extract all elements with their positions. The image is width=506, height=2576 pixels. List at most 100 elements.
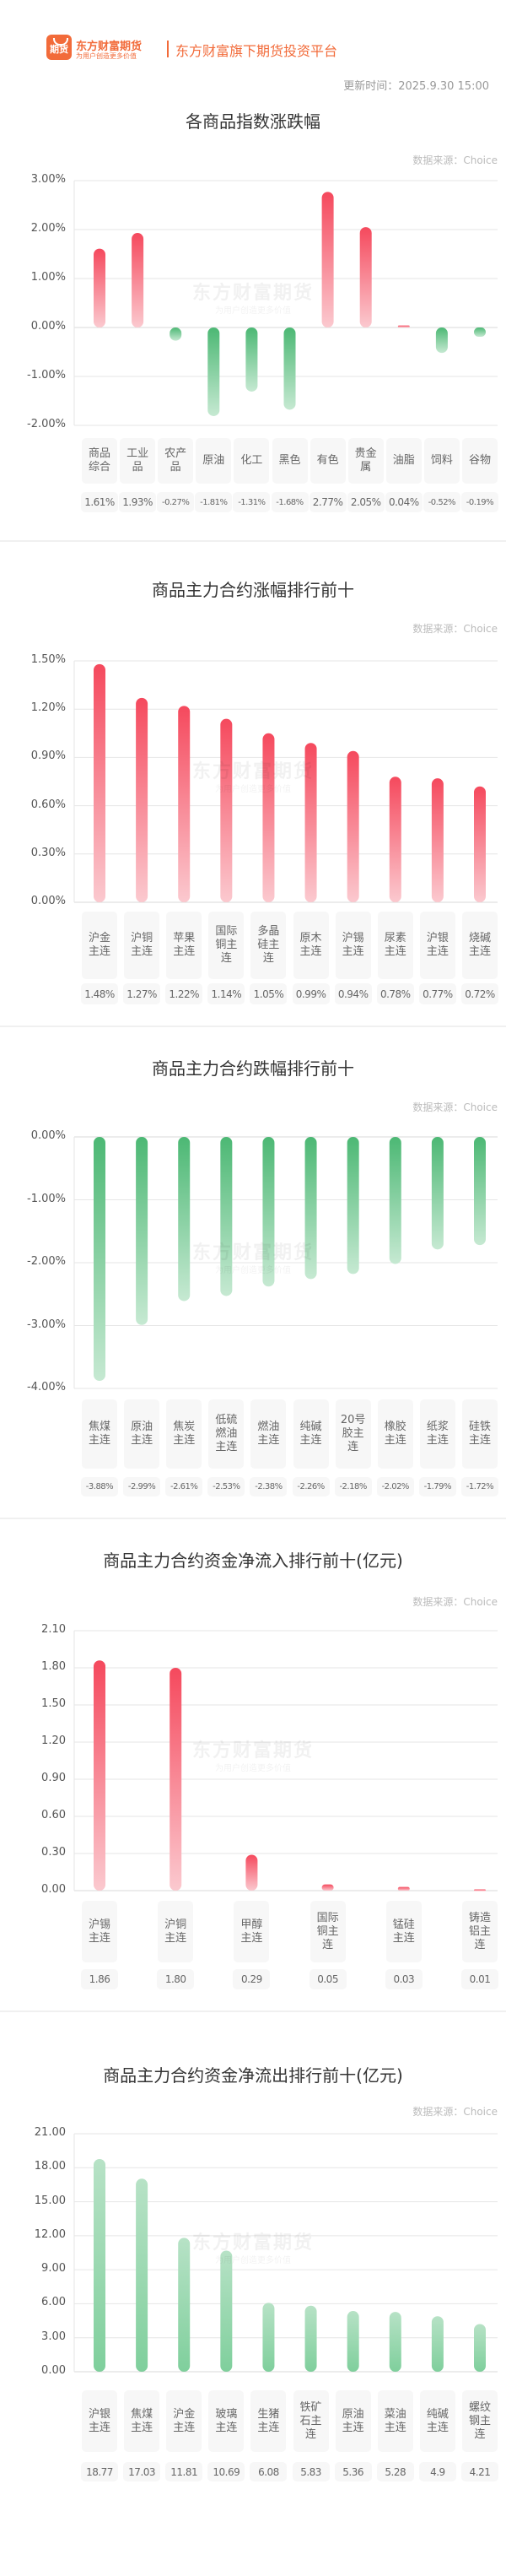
- y-tick-label: 0.90%: [30, 750, 66, 763]
- value-label: 0.03: [385, 1969, 423, 1989]
- bar: [474, 327, 486, 338]
- y-tick-label: 0.60: [41, 1809, 66, 1821]
- value-label: 1.61%: [81, 492, 118, 512]
- y-tick-label: 0.00%: [30, 895, 66, 907]
- bar: [207, 327, 220, 416]
- category-label: 硅铁主连: [462, 1399, 498, 1469]
- bar: [389, 1137, 401, 1264]
- category-label: 黑色: [272, 438, 308, 484]
- value-label: 0.99%: [292, 983, 330, 1004]
- value-label: 1.22%: [165, 983, 203, 1004]
- value-label: -3.88%: [81, 1477, 118, 1496]
- section-divider: [0, 2010, 506, 2012]
- value-label: 4.21: [461, 2462, 498, 2481]
- bar: [321, 1884, 334, 1891]
- bar: [136, 2178, 148, 2372]
- y-tick-label: 12.00: [34, 2227, 66, 2241]
- bar: [389, 2312, 401, 2372]
- y-tick-label: -1.00%: [27, 1192, 66, 1205]
- category-label: 沪金主连: [166, 2390, 202, 2452]
- value-label: 0.05: [309, 1969, 347, 1989]
- category-label: 焦煤主连: [124, 2390, 160, 2452]
- bar: [262, 733, 275, 902]
- y-tick-label: 1.20%: [30, 701, 66, 715]
- bar: [170, 1668, 182, 1891]
- bar: [389, 777, 401, 902]
- y-tick-label: -1.00%: [27, 369, 66, 382]
- y-tick-label: 2.00%: [30, 222, 66, 235]
- category-label: 锰硅主连: [385, 1901, 422, 1962]
- category-label: 菜油主连: [377, 2390, 413, 2452]
- bar: [262, 1137, 275, 1287]
- brand-slogan: 为用户创造更多价值: [76, 52, 137, 60]
- bar: [474, 786, 486, 902]
- value-label: 0.29: [233, 1969, 271, 1989]
- category-label: 原木主连: [293, 912, 329, 979]
- category-label: 纯碱主连: [419, 2390, 455, 2452]
- value-label: 1.80: [157, 1969, 195, 1989]
- value-label: 2.05%: [347, 492, 385, 512]
- bar: [220, 1137, 233, 1296]
- y-tick-label: 1.50: [41, 1697, 66, 1710]
- bar: [359, 227, 372, 327]
- chart-title: 商品主力合约资金净流出排行前十(亿元): [103, 2065, 403, 2086]
- value-label: 2.77%: [309, 492, 347, 512]
- value-label: -2.02%: [376, 1477, 414, 1496]
- category-label: 沪锡主连: [82, 1901, 117, 1962]
- bar: [431, 2316, 444, 2372]
- bar: [347, 1137, 359, 1274]
- category-label: 烧碱主连: [462, 912, 498, 979]
- category-label: 铁矿石主连: [293, 2390, 329, 2452]
- y-tick-label: 0.60%: [30, 798, 66, 811]
- logo-icon: 期货: [46, 35, 72, 60]
- category-label: 原油: [196, 438, 232, 484]
- category-label: 谷物: [462, 438, 498, 484]
- bar: [178, 706, 191, 902]
- value-label: -0.52%: [423, 492, 460, 512]
- category-label: 玻璃主连: [208, 2390, 245, 2452]
- category-label: 焦炭主连: [166, 1399, 202, 1469]
- category-label: 纯碱主连: [293, 1399, 329, 1469]
- category-label: 沪铜主连: [124, 912, 160, 979]
- bar: [347, 750, 359, 902]
- category-label: 沪铜主连: [158, 1901, 194, 1962]
- category-label: 饲料: [423, 438, 460, 484]
- platform-tagline: 东方财富旗下期货投资平台: [175, 43, 338, 59]
- value-label: -1.79%: [418, 1477, 456, 1496]
- category-label: 国际铜主连: [208, 912, 245, 979]
- brand-name: 东方财富期货: [76, 41, 143, 53]
- bar: [474, 1889, 486, 1891]
- y-tick-label: -2.00%: [27, 1255, 66, 1268]
- category-label: 甲醇主连: [234, 1901, 270, 1962]
- bar: [94, 663, 105, 902]
- chart-title: 各商品指数涨跌幅: [186, 111, 320, 132]
- value-label: 0.78%: [376, 983, 414, 1004]
- value-label: 1.86: [81, 1969, 118, 1989]
- bar: [178, 1137, 191, 1302]
- bar: [170, 327, 182, 341]
- y-tick-label: 0.90: [41, 1772, 66, 1784]
- category-label: 沪锡主连: [335, 912, 371, 979]
- value-label: 11.81: [165, 2462, 203, 2481]
- watermark-logo: 东方财富期货: [191, 283, 314, 304]
- y-tick-label: -4.00%: [27, 1381, 66, 1394]
- watermark-logo: 东方财富期货: [191, 1242, 314, 1264]
- category-label: 多晶硅主连: [250, 912, 287, 979]
- value-label: 1.05%: [250, 983, 288, 1004]
- category-label: 商品综合: [82, 438, 117, 484]
- y-tick-label: 0.30: [41, 1846, 66, 1859]
- value-label: 1.14%: [207, 983, 245, 1004]
- data-source: 数据来源：Choice: [412, 154, 498, 166]
- category-label: 纸浆主连: [419, 1399, 455, 1469]
- watermark-logo: 东方财富期货: [191, 1740, 314, 1762]
- y-tick-label: 15.00: [34, 2194, 66, 2207]
- bar: [94, 1660, 105, 1891]
- bar: [347, 2311, 359, 2372]
- watermark-slogan: 为用户创造更多价值: [215, 2256, 291, 2265]
- value-label: 1.93%: [119, 492, 157, 512]
- category-label: 有色: [310, 438, 346, 484]
- section-divider: [0, 1518, 506, 1519]
- category-label: 焦煤主连: [82, 1399, 117, 1469]
- update-time: 更新时间：2025.9.30 15:00: [343, 80, 489, 93]
